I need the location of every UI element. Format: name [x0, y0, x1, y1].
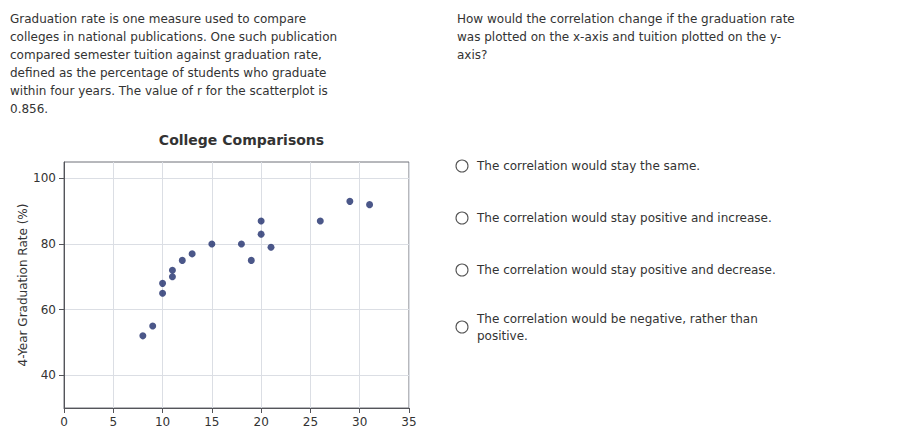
- svg-text:College Comparisons: College Comparisons: [159, 132, 324, 148]
- svg-text:15: 15: [204, 415, 219, 429]
- svg-text:colleges in national publicati: colleges in national publications. One s…: [10, 30, 337, 44]
- svg-text:The correlation would stay pos: The correlation would stay positive and …: [476, 211, 772, 225]
- svg-text:How would the correlation chan: How would the correlation change if the …: [457, 12, 795, 26]
- svg-text:10: 10: [155, 415, 170, 429]
- svg-text:Graduation rate is one measure: Graduation rate is one measure used to c…: [10, 12, 306, 26]
- svg-text:40: 40: [41, 368, 56, 382]
- svg-text:100: 100: [33, 171, 56, 185]
- svg-text:35: 35: [401, 415, 416, 429]
- svg-text:within four years. The value o: within four years. The value of r for th…: [10, 84, 328, 98]
- svg-text:positive.: positive.: [477, 329, 528, 343]
- svg-text:was plotted on the x-axis and: was plotted on the x-axis and tuition pl…: [457, 30, 781, 44]
- svg-text:The correlation would stay pos: The correlation would stay positive and …: [476, 263, 776, 277]
- svg-text:axis?: axis?: [457, 48, 487, 62]
- svg-text:80: 80: [41, 237, 56, 251]
- svg-text:0.856.: 0.856.: [10, 102, 48, 116]
- svg-text:The correlation would be negat: The correlation would be negative, rathe…: [476, 312, 758, 326]
- svg-text:20: 20: [254, 415, 269, 429]
- svg-text:60: 60: [41, 303, 56, 317]
- svg-text:4-Year Graduation Rate (%): 4-Year Graduation Rate (%): [16, 204, 30, 367]
- svg-text:30: 30: [352, 415, 367, 429]
- svg-text:25: 25: [303, 415, 318, 429]
- svg-text:5: 5: [109, 415, 117, 429]
- svg-text:defined as the percentage of s: defined as the percentage of students wh…: [10, 66, 327, 80]
- svg-text:compared semester tuition agai: compared semester tuition against gradua…: [10, 48, 322, 62]
- svg-text:The correlation would stay the: The correlation would stay the same.: [476, 159, 700, 173]
- svg-text:0: 0: [60, 415, 68, 429]
